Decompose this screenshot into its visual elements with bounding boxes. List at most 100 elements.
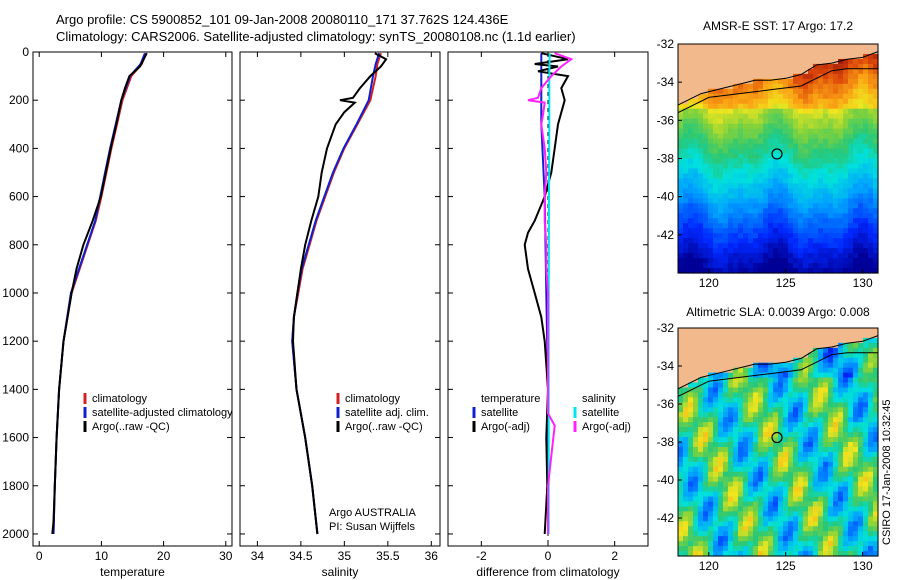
map-cell — [863, 53, 869, 60]
map-cell — [798, 128, 804, 135]
map-cell — [688, 456, 694, 463]
map-cell — [778, 228, 784, 234]
map-cell — [773, 536, 779, 542]
map-cell — [868, 337, 874, 344]
map-cell — [748, 461, 754, 468]
map-cell — [728, 511, 734, 517]
y-tick-label: -36 — [657, 397, 675, 411]
map-cell — [708, 193, 714, 199]
map-cell — [858, 218, 864, 224]
map-cell — [863, 491, 869, 498]
contour-line — [677, 68, 878, 114]
map-cell — [703, 208, 709, 214]
map-cell — [723, 486, 729, 493]
y-tick-label: -42 — [657, 228, 675, 242]
map-cell — [773, 173, 779, 180]
map-cell — [743, 103, 749, 110]
map-cell — [873, 531, 879, 537]
map-cell — [763, 228, 769, 234]
map-cell — [863, 83, 869, 90]
map-cell — [803, 258, 809, 264]
map-cell — [853, 193, 859, 199]
map-cell — [828, 133, 834, 140]
map-cell — [793, 541, 799, 547]
map-cell — [738, 163, 744, 170]
map-cell — [748, 88, 754, 95]
map-cell — [848, 432, 854, 438]
map-cell — [848, 541, 854, 547]
map-cell — [783, 183, 789, 189]
map-cell — [768, 108, 774, 115]
map-cell — [848, 63, 854, 70]
map-cell — [728, 233, 734, 239]
map-cell — [723, 451, 729, 458]
map-cell — [713, 228, 719, 234]
map-cell — [793, 138, 799, 145]
map-cell — [833, 531, 839, 537]
map-cell — [823, 198, 829, 204]
map-cell — [803, 253, 809, 259]
map-cell — [838, 476, 844, 483]
map-cell — [753, 178, 759, 184]
map-cell — [778, 511, 784, 517]
map-cell — [833, 377, 839, 384]
map-cell — [813, 203, 819, 209]
map-cell — [748, 402, 754, 408]
x-tick-label: 130 — [853, 276, 873, 290]
map-cell — [818, 78, 824, 85]
x-tick-label: 120 — [699, 559, 719, 573]
map-cell — [733, 133, 739, 140]
map-cell — [873, 357, 879, 364]
map-cell — [848, 466, 854, 473]
map-cell — [843, 531, 849, 537]
map-cell — [708, 456, 714, 463]
map-cell — [783, 387, 789, 394]
map-cell — [873, 501, 879, 508]
map-cell — [753, 123, 759, 130]
map-cell — [868, 78, 874, 85]
map-cell — [848, 188, 854, 194]
map-cell — [688, 158, 694, 165]
map-cell — [728, 466, 734, 473]
map-cell — [873, 148, 879, 155]
map-cell — [703, 551, 709, 557]
map-cell — [863, 511, 869, 517]
map-cell — [703, 253, 709, 259]
map-cell — [828, 536, 834, 542]
map-cell — [833, 148, 839, 155]
map-cell — [778, 113, 784, 120]
map-cell — [808, 83, 814, 90]
map-cell — [818, 466, 824, 473]
map-cell — [803, 178, 809, 184]
map-cell — [813, 506, 819, 512]
map-cell — [678, 417, 684, 423]
map-cell — [688, 213, 694, 219]
map-cell — [788, 163, 794, 170]
map-cell — [723, 461, 729, 468]
map-cell — [868, 407, 874, 413]
map-cell — [873, 382, 879, 389]
map-cell — [873, 402, 879, 408]
map-cell — [823, 357, 829, 364]
map-cell — [868, 367, 874, 374]
map-cell — [833, 451, 839, 458]
map-cell — [758, 98, 764, 105]
map-cell — [738, 258, 744, 264]
map-cell — [678, 437, 684, 443]
map-cell — [803, 73, 809, 80]
map-cell — [728, 446, 734, 453]
map-cell — [823, 253, 829, 259]
map-cell — [873, 173, 879, 180]
map-cell — [858, 486, 864, 493]
map-cell — [803, 521, 809, 527]
map-cell — [813, 233, 819, 239]
map-cell — [808, 118, 814, 125]
map-cell — [858, 506, 864, 512]
map-cell — [788, 407, 794, 413]
map-cell — [798, 491, 804, 498]
map-cell — [683, 158, 689, 165]
map-cell — [688, 188, 694, 194]
map-cell — [753, 118, 759, 125]
map-cell — [843, 178, 849, 184]
